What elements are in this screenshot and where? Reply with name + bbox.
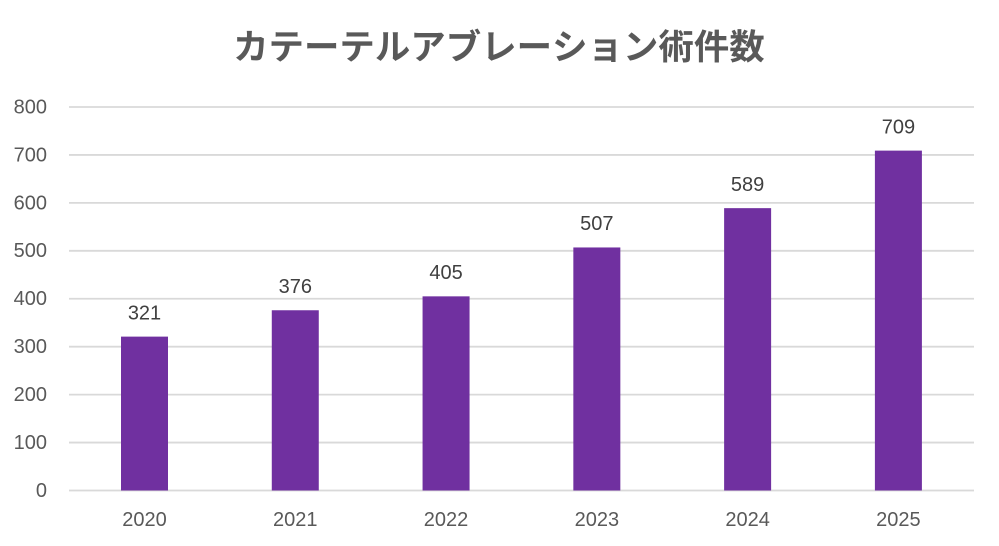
svg-text:2021: 2021 (273, 509, 318, 531)
svg-text:507: 507 (580, 213, 613, 235)
svg-text:300: 300 (14, 336, 47, 358)
svg-text:2024: 2024 (725, 509, 770, 531)
svg-text:2022: 2022 (424, 509, 469, 531)
svg-text:405: 405 (429, 262, 462, 284)
svg-text:2023: 2023 (575, 509, 620, 531)
svg-text:321: 321 (128, 302, 161, 324)
svg-text:2025: 2025 (876, 509, 921, 531)
svg-text:709: 709 (882, 116, 915, 138)
svg-text:800: 800 (14, 96, 47, 118)
svg-text:600: 600 (14, 192, 47, 214)
svg-text:400: 400 (14, 288, 47, 310)
svg-text:700: 700 (14, 144, 47, 166)
svg-text:500: 500 (14, 240, 47, 262)
svg-text:0: 0 (36, 480, 47, 502)
svg-text:376: 376 (279, 276, 312, 298)
svg-text:100: 100 (14, 432, 47, 454)
svg-text:589: 589 (731, 174, 764, 196)
svg-text:200: 200 (14, 384, 47, 406)
svg-text:2020: 2020 (122, 509, 167, 531)
